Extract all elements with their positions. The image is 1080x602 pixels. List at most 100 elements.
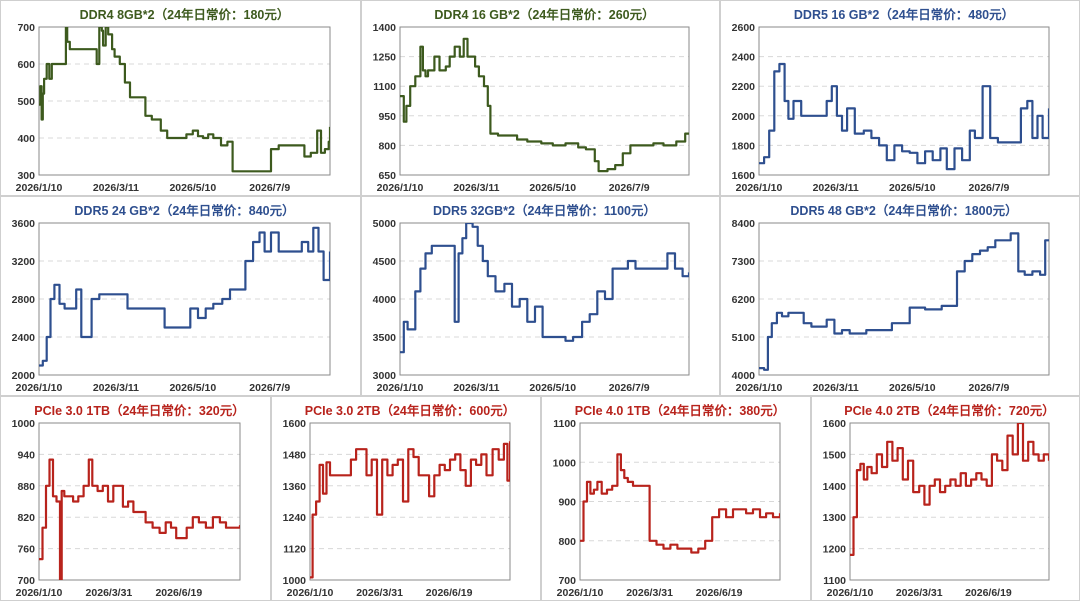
y-tick-label: 1400 (373, 22, 397, 34)
chart-panel: DDR5 24 GB*2（24年日常价：840元） 2000 2400 2800 320… (0, 196, 361, 396)
y-tick-label: 1400 (823, 481, 847, 493)
plot-frame (758, 222, 1050, 376)
x-tick-label: 2026/1/10 (287, 587, 334, 599)
y-tick-label: 1120 (283, 544, 306, 556)
chart-panel: PCIe 4.0 2TB（24年日常价：720元） 1100 1200 1300 140… (811, 396, 1080, 601)
chart-panel: DDR5 32GB*2（24年日常价：1100元） 3000 3500 4000 450… (361, 196, 720, 396)
y-tick-label: 1000 (283, 575, 307, 587)
plot-frame (399, 26, 690, 176)
x-tick-label: 2026/5/10 (889, 382, 936, 394)
plot-frame (309, 422, 511, 581)
chart-panel: DDR5 48 GB*2（24年日常价：1800元） 4000 5100 6200 73… (720, 196, 1080, 396)
chart-panel: DDR5 16 GB*2（24年日常价：480元） 1600 1800 2000 220… (720, 0, 1080, 196)
y-tick-label: 1800 (732, 140, 756, 152)
chart-panel: PCIe 3.0 2TB（24年日常价：600元） 1000 1120 1240 136… (271, 396, 541, 601)
y-tick-label: 700 (17, 22, 35, 34)
y-tick-label: 760 (17, 544, 35, 556)
series-line (310, 441, 510, 579)
y-tick-label: 3000 (373, 370, 397, 382)
y-tick-label: 8400 (732, 218, 756, 230)
plot-frame (849, 422, 1050, 581)
y-tick-label: 800 (378, 140, 396, 152)
y-tick-label: 650 (378, 170, 396, 182)
x-tick-label: 2026/3/31 (86, 587, 133, 599)
y-tick-label: 2200 (732, 81, 756, 93)
chart-panel: DDR4 16 GB*2（24年日常价：260元） 650 800 950 1100 12… (361, 0, 720, 196)
x-tick-label: 2026/3/11 (813, 382, 859, 394)
chart-svg: PCIe 4.0 1TB（24年日常价：380元） 700 800 900 1000 11… (553, 403, 786, 599)
y-tick-label: 1600 (823, 418, 847, 430)
y-tick-label: 900 (558, 497, 576, 509)
y-tick-label: 2800 (12, 294, 36, 306)
series-line (39, 27, 330, 173)
chart-svg: DDR5 24 GB*2（24年日常价：840元） 2000 2400 2800 320… (12, 203, 331, 394)
y-tick-label: 7300 (732, 256, 756, 268)
chart-svg: PCIe 3.0 1TB（24年日常价：320元） 700 760 820 880 940… (12, 403, 245, 599)
x-tick-label: 2026/3/31 (356, 587, 403, 599)
chart-title: DDR4 8GB*2（24年日常价：180元） (80, 7, 290, 22)
x-tick-label: 2026/1/10 (736, 382, 783, 394)
x-tick-label: 2026/3/11 (93, 382, 139, 394)
x-tick-label: 2026/6/19 (965, 587, 1012, 599)
x-tick-label: 2026/6/19 (696, 587, 743, 599)
series-line (400, 223, 689, 354)
y-tick-label: 1100 (823, 575, 846, 587)
x-tick-label: 2026/5/10 (529, 382, 576, 394)
chart-title: DDR5 24 GB*2（24年日常价：840元） (74, 203, 294, 218)
x-tick-label: 2026/7/9 (249, 382, 290, 394)
y-tick-label: 2000 (12, 370, 36, 382)
x-tick-label: 2026/7/9 (969, 382, 1010, 394)
y-tick-label: 400 (17, 133, 35, 145)
plot-frame (38, 26, 331, 176)
x-tick-label: 2026/1/10 (16, 182, 63, 194)
x-tick-label: 2026/7/9 (609, 382, 650, 394)
x-tick-label: 2026/1/10 (377, 382, 424, 394)
y-tick-label: 5000 (373, 218, 397, 230)
x-tick-label: 2026/3/31 (896, 587, 943, 599)
x-tick-label: 2026/5/10 (889, 182, 936, 194)
chart-title: PCIe 3.0 2TB（24年日常价：600元） (305, 403, 516, 418)
y-tick-label: 3200 (12, 256, 36, 268)
y-tick-label: 800 (558, 536, 576, 548)
chart-title: DDR5 16 GB*2（24年日常价：480元） (794, 7, 1014, 22)
y-tick-label: 3600 (12, 218, 36, 230)
series-line (759, 232, 1049, 371)
y-tick-label: 1360 (283, 481, 307, 493)
y-tick-label: 4000 (373, 294, 397, 306)
chart-svg: DDR5 48 GB*2（24年日常价：1800元） 4000 5100 6200 73… (732, 203, 1050, 394)
y-tick-label: 1200 (823, 544, 847, 556)
y-tick-label: 820 (17, 512, 35, 524)
x-tick-label: 2026/5/10 (529, 182, 576, 194)
chart-svg: PCIe 3.0 2TB（24年日常价：600元） 1000 1120 1240 136… (283, 403, 516, 599)
chart-title: PCIe 3.0 1TB（24年日常价：320元） (34, 403, 245, 418)
y-tick-label: 950 (378, 111, 396, 123)
y-tick-label: 1000 (553, 457, 577, 469)
chart-panel: PCIe 4.0 1TB（24年日常价：380元） 700 800 900 1000 11… (541, 396, 811, 601)
y-tick-label: 2600 (732, 22, 756, 34)
y-tick-label: 1300 (823, 512, 847, 524)
series-line (39, 458, 240, 580)
y-tick-label: 2400 (732, 52, 756, 64)
series-line (400, 37, 689, 173)
x-tick-label: 2026/1/10 (827, 587, 874, 599)
y-tick-label: 2000 (732, 111, 756, 123)
y-tick-label: 6200 (732, 294, 756, 306)
x-tick-label: 2026/5/10 (169, 182, 216, 194)
x-tick-label: 2026/3/11 (93, 182, 139, 194)
y-tick-label: 880 (17, 481, 35, 493)
y-tick-label: 600 (17, 59, 35, 71)
y-tick-label: 700 (17, 575, 35, 587)
x-tick-label: 2026/3/31 (626, 587, 673, 599)
chart-svg: DDR4 16 GB*2（24年日常价：260元） 650 800 950 1100 12… (373, 7, 690, 194)
x-tick-label: 2026/7/9 (249, 182, 290, 194)
y-tick-label: 4000 (732, 370, 756, 382)
chart-svg: DDR4 8GB*2（24年日常价：180元） 300 400 500 600 700 20… (16, 7, 331, 194)
series-line (850, 423, 1049, 556)
x-tick-label: 2026/6/19 (426, 587, 473, 599)
chart-title: PCIe 4.0 1TB（24年日常价：380元） (575, 403, 786, 418)
x-tick-label: 2026/5/10 (169, 382, 216, 394)
plot-frame (758, 26, 1050, 176)
plot-frame (38, 222, 331, 376)
x-tick-label: 2026/3/11 (453, 382, 499, 394)
